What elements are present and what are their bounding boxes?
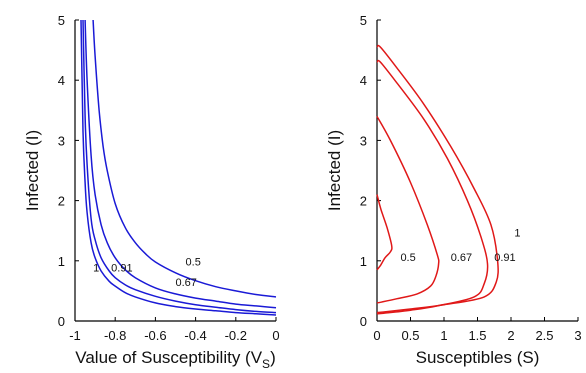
chart-panel-1: 0 1 2 3 4 5 -1 -0.8 -0.6 -0.4 -0.2 0 Infected (I) Val… bbox=[23, 13, 280, 371]
x-tick-label: 3 bbox=[574, 328, 581, 343]
x-tick-label: 1 bbox=[440, 328, 447, 343]
y-tick-label: 2 bbox=[360, 194, 367, 209]
x-axis-label: Susceptibles (S) bbox=[416, 348, 540, 367]
y-tick-label: 3 bbox=[58, 133, 65, 148]
series-line-0.5 bbox=[92, 19, 277, 298]
curve-label: 1 bbox=[514, 228, 520, 240]
curve-label: 0.67 bbox=[451, 252, 472, 264]
y-tick-label: 0 bbox=[360, 314, 367, 329]
y-tick-label: 5 bbox=[360, 13, 367, 28]
y-tick-label: 4 bbox=[360, 73, 367, 88]
x-tick-label: 2.5 bbox=[535, 328, 553, 343]
y-axis-label: Infected (I) bbox=[325, 130, 344, 211]
x-tick-label: -0.4 bbox=[184, 328, 206, 343]
series-line-1 bbox=[80, 19, 277, 316]
x-tick-label: -1 bbox=[69, 328, 81, 343]
curve-label: 0.91 bbox=[111, 263, 132, 275]
y-tick-label: 1 bbox=[360, 254, 367, 269]
curve-label: 0.67 bbox=[176, 277, 197, 289]
x-tick-label: 1.5 bbox=[468, 328, 486, 343]
x-tick-label: 2 bbox=[507, 328, 514, 343]
x-axis-label: Value of Susceptibility (VS) bbox=[75, 348, 275, 371]
x-tick-label: 0 bbox=[373, 328, 380, 343]
series-line-0.67 bbox=[376, 115, 440, 304]
x-tick-label: -0.8 bbox=[104, 328, 126, 343]
x-tick-label: -0.2 bbox=[225, 328, 247, 343]
curve-label: 0.91 bbox=[494, 252, 515, 264]
x-tick-label: 0.5 bbox=[401, 328, 419, 343]
y-tick-label: 0 bbox=[58, 314, 65, 329]
x-tick-label: -0.6 bbox=[144, 328, 166, 343]
series-line-0.5 bbox=[376, 194, 393, 271]
y-tick-label: 5 bbox=[58, 13, 65, 28]
y-axis-label: Infected (I) bbox=[23, 130, 42, 211]
series-line-0.91 bbox=[376, 59, 489, 315]
y-tick-label: 4 bbox=[58, 73, 65, 88]
chart-panel-2: 0 1 2 3 4 5 0 0.5 1 1.5 2 2.5 3 Infected (I) Susceptib… bbox=[325, 13, 582, 367]
curve-label: 1 bbox=[93, 263, 99, 275]
curve-label: 0.5 bbox=[186, 257, 201, 269]
y-tick-label: 3 bbox=[360, 133, 367, 148]
x-axis-label-subscript: S bbox=[262, 357, 270, 371]
x-tick-label: 0 bbox=[272, 328, 279, 343]
series-line-0.91 bbox=[82, 19, 277, 314]
x-axis-label-close: ) bbox=[270, 348, 276, 367]
y-tick-label: 2 bbox=[58, 194, 65, 209]
curve-label: 0.5 bbox=[400, 252, 415, 264]
y-tick-label: 1 bbox=[58, 254, 65, 269]
series-line-1 bbox=[376, 44, 499, 314]
series-line-0.67 bbox=[84, 19, 277, 309]
